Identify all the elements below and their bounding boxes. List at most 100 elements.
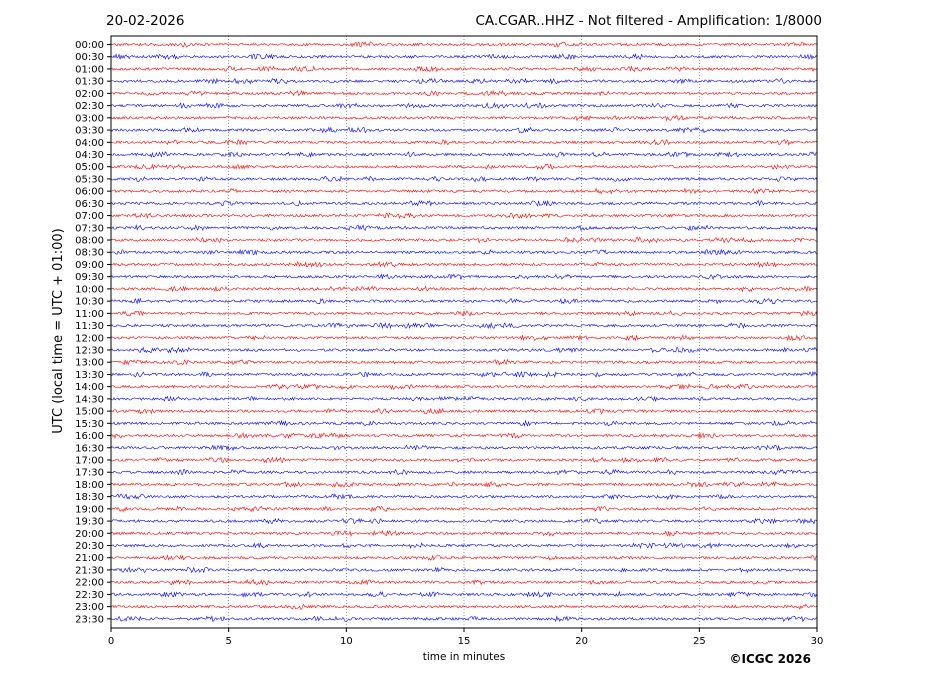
trace-row-0200	[110, 89, 818, 97]
trace-row-2130	[110, 566, 818, 574]
y-tick-label: 22:30	[75, 590, 104, 601]
trace-row-1500	[110, 407, 818, 415]
trace-row-0930	[110, 273, 818, 281]
y-tick-label: 03:00	[75, 113, 104, 124]
y-tick-label: 11:30	[75, 321, 104, 332]
y-tick-label: 05:00	[75, 162, 104, 173]
y-tick-label: 06:30	[75, 199, 104, 210]
x-tick-label: 30	[811, 636, 824, 647]
grid-lines	[228, 36, 700, 628]
trace-row-1630	[110, 444, 818, 452]
y-tick-label: 05:30	[75, 174, 104, 185]
y-tick-label: 14:00	[75, 382, 104, 393]
trace-row-1530	[110, 419, 818, 427]
y-axis-label: UTC (local time = UTC + 01:00)	[51, 228, 66, 433]
trace-row-0300	[110, 114, 818, 122]
y-tick-label: 03:30	[75, 126, 104, 137]
trace-row-2100	[110, 554, 818, 562]
trace-row-1330	[110, 370, 818, 378]
y-tick-label: 07:00	[75, 211, 104, 222]
y-tick-label: 19:30	[75, 517, 104, 528]
y-tick-label: 01:30	[75, 77, 104, 88]
chart-title: CA.CGAR..HHZ - Not filtered - Amplificat…	[475, 13, 822, 29]
y-tick-label: 23:30	[75, 614, 104, 625]
x-tick-label: 15	[458, 636, 471, 647]
y-tick-label: 15:30	[75, 419, 104, 430]
y-tick-label: 21:00	[75, 553, 104, 564]
trace-row-1000	[110, 285, 818, 293]
y-tick-label: 15:00	[75, 407, 104, 418]
y-tick-label: 18:30	[75, 492, 104, 503]
y-tick-label: 00:30	[75, 52, 104, 63]
trace-row-2030	[110, 542, 818, 550]
trace-row-1030	[110, 297, 818, 305]
trace-row-1830	[110, 493, 818, 501]
trace-row-0030	[110, 53, 818, 61]
y-tick-label: 14:30	[75, 394, 104, 405]
trace-row-1800	[110, 480, 818, 489]
trace-row-1700	[110, 456, 818, 464]
y-tick-label: 17:30	[75, 468, 104, 479]
y-tick-label: 06:00	[75, 187, 104, 198]
y-tick-label: 04:30	[75, 150, 104, 161]
y-tick-label: 13:30	[75, 370, 104, 381]
chart-date: 20-02-2026	[106, 13, 184, 29]
trace-row-1300	[110, 358, 818, 366]
x-tick-label: 0	[108, 636, 114, 647]
y-tick-label: 10:30	[75, 297, 104, 308]
trace-row-0330	[110, 126, 818, 134]
trace-row-0600	[110, 187, 818, 195]
trace-row-0000	[110, 41, 818, 48]
trace-row-1230	[110, 346, 818, 354]
trace-row-1600	[110, 432, 818, 440]
trace-row-2330	[110, 615, 818, 623]
y-tick-label: 02:30	[75, 101, 104, 112]
trace-row-1400	[110, 383, 818, 391]
trace-row-1430	[110, 395, 818, 402]
y-tick-label: 04:00	[75, 138, 104, 149]
trace-row-0830	[110, 248, 818, 256]
trace-row-1930	[110, 517, 818, 525]
y-tick-label: 08:30	[75, 248, 104, 259]
y-tick-label: 09:30	[75, 272, 104, 283]
trace-row-2300	[110, 603, 818, 610]
y-tick-label: 11:00	[75, 309, 104, 320]
trace-row-0100	[110, 65, 818, 73]
trace-row-0500	[110, 163, 818, 171]
trace-row-1130	[110, 322, 818, 330]
y-tick-label: 12:30	[75, 346, 104, 357]
x-axis-label: time in minutes	[423, 651, 505, 663]
trace-row-2000	[110, 529, 818, 537]
y-tick-label: 21:30	[75, 565, 104, 576]
trace-row-0700	[110, 212, 818, 220]
trace-row-1900	[110, 505, 818, 513]
copyright-text: ©ICGC 2026	[729, 652, 811, 666]
trace-row-0430	[110, 151, 818, 158]
trace-row-1100	[111, 310, 818, 317]
y-tick-label: 17:00	[75, 455, 104, 466]
trace-row-0630	[110, 199, 818, 207]
trace-row-2200	[110, 578, 818, 586]
trace-row-1730	[110, 468, 818, 476]
y-tick-label: 18:00	[75, 480, 104, 491]
x-tick-label: 5	[225, 636, 231, 647]
y-tick-label: 16:30	[75, 443, 104, 454]
y-tick-label: 02:00	[75, 89, 104, 100]
y-tick-label: 23:00	[75, 602, 104, 613]
x-tick-label: 25	[693, 636, 706, 647]
x-tick-labels: 0 5 10 15 20 25 30	[108, 628, 824, 647]
trace-row-0730	[110, 224, 818, 232]
y-tick-label: 19:00	[75, 504, 104, 515]
y-tick-label: 20:30	[75, 541, 104, 552]
x-tick-label: 10	[340, 636, 353, 647]
y-tick-label: 10:00	[75, 284, 104, 295]
x-tick-label: 20	[575, 636, 588, 647]
trace-row-0800	[110, 236, 818, 244]
y-tick-label: 22:00	[75, 578, 104, 589]
y-tick-label: 00:00	[75, 40, 104, 51]
y-tick-label: 08:00	[75, 236, 104, 247]
trace-row-2230	[110, 590, 818, 598]
trace-row-0530	[110, 175, 818, 183]
